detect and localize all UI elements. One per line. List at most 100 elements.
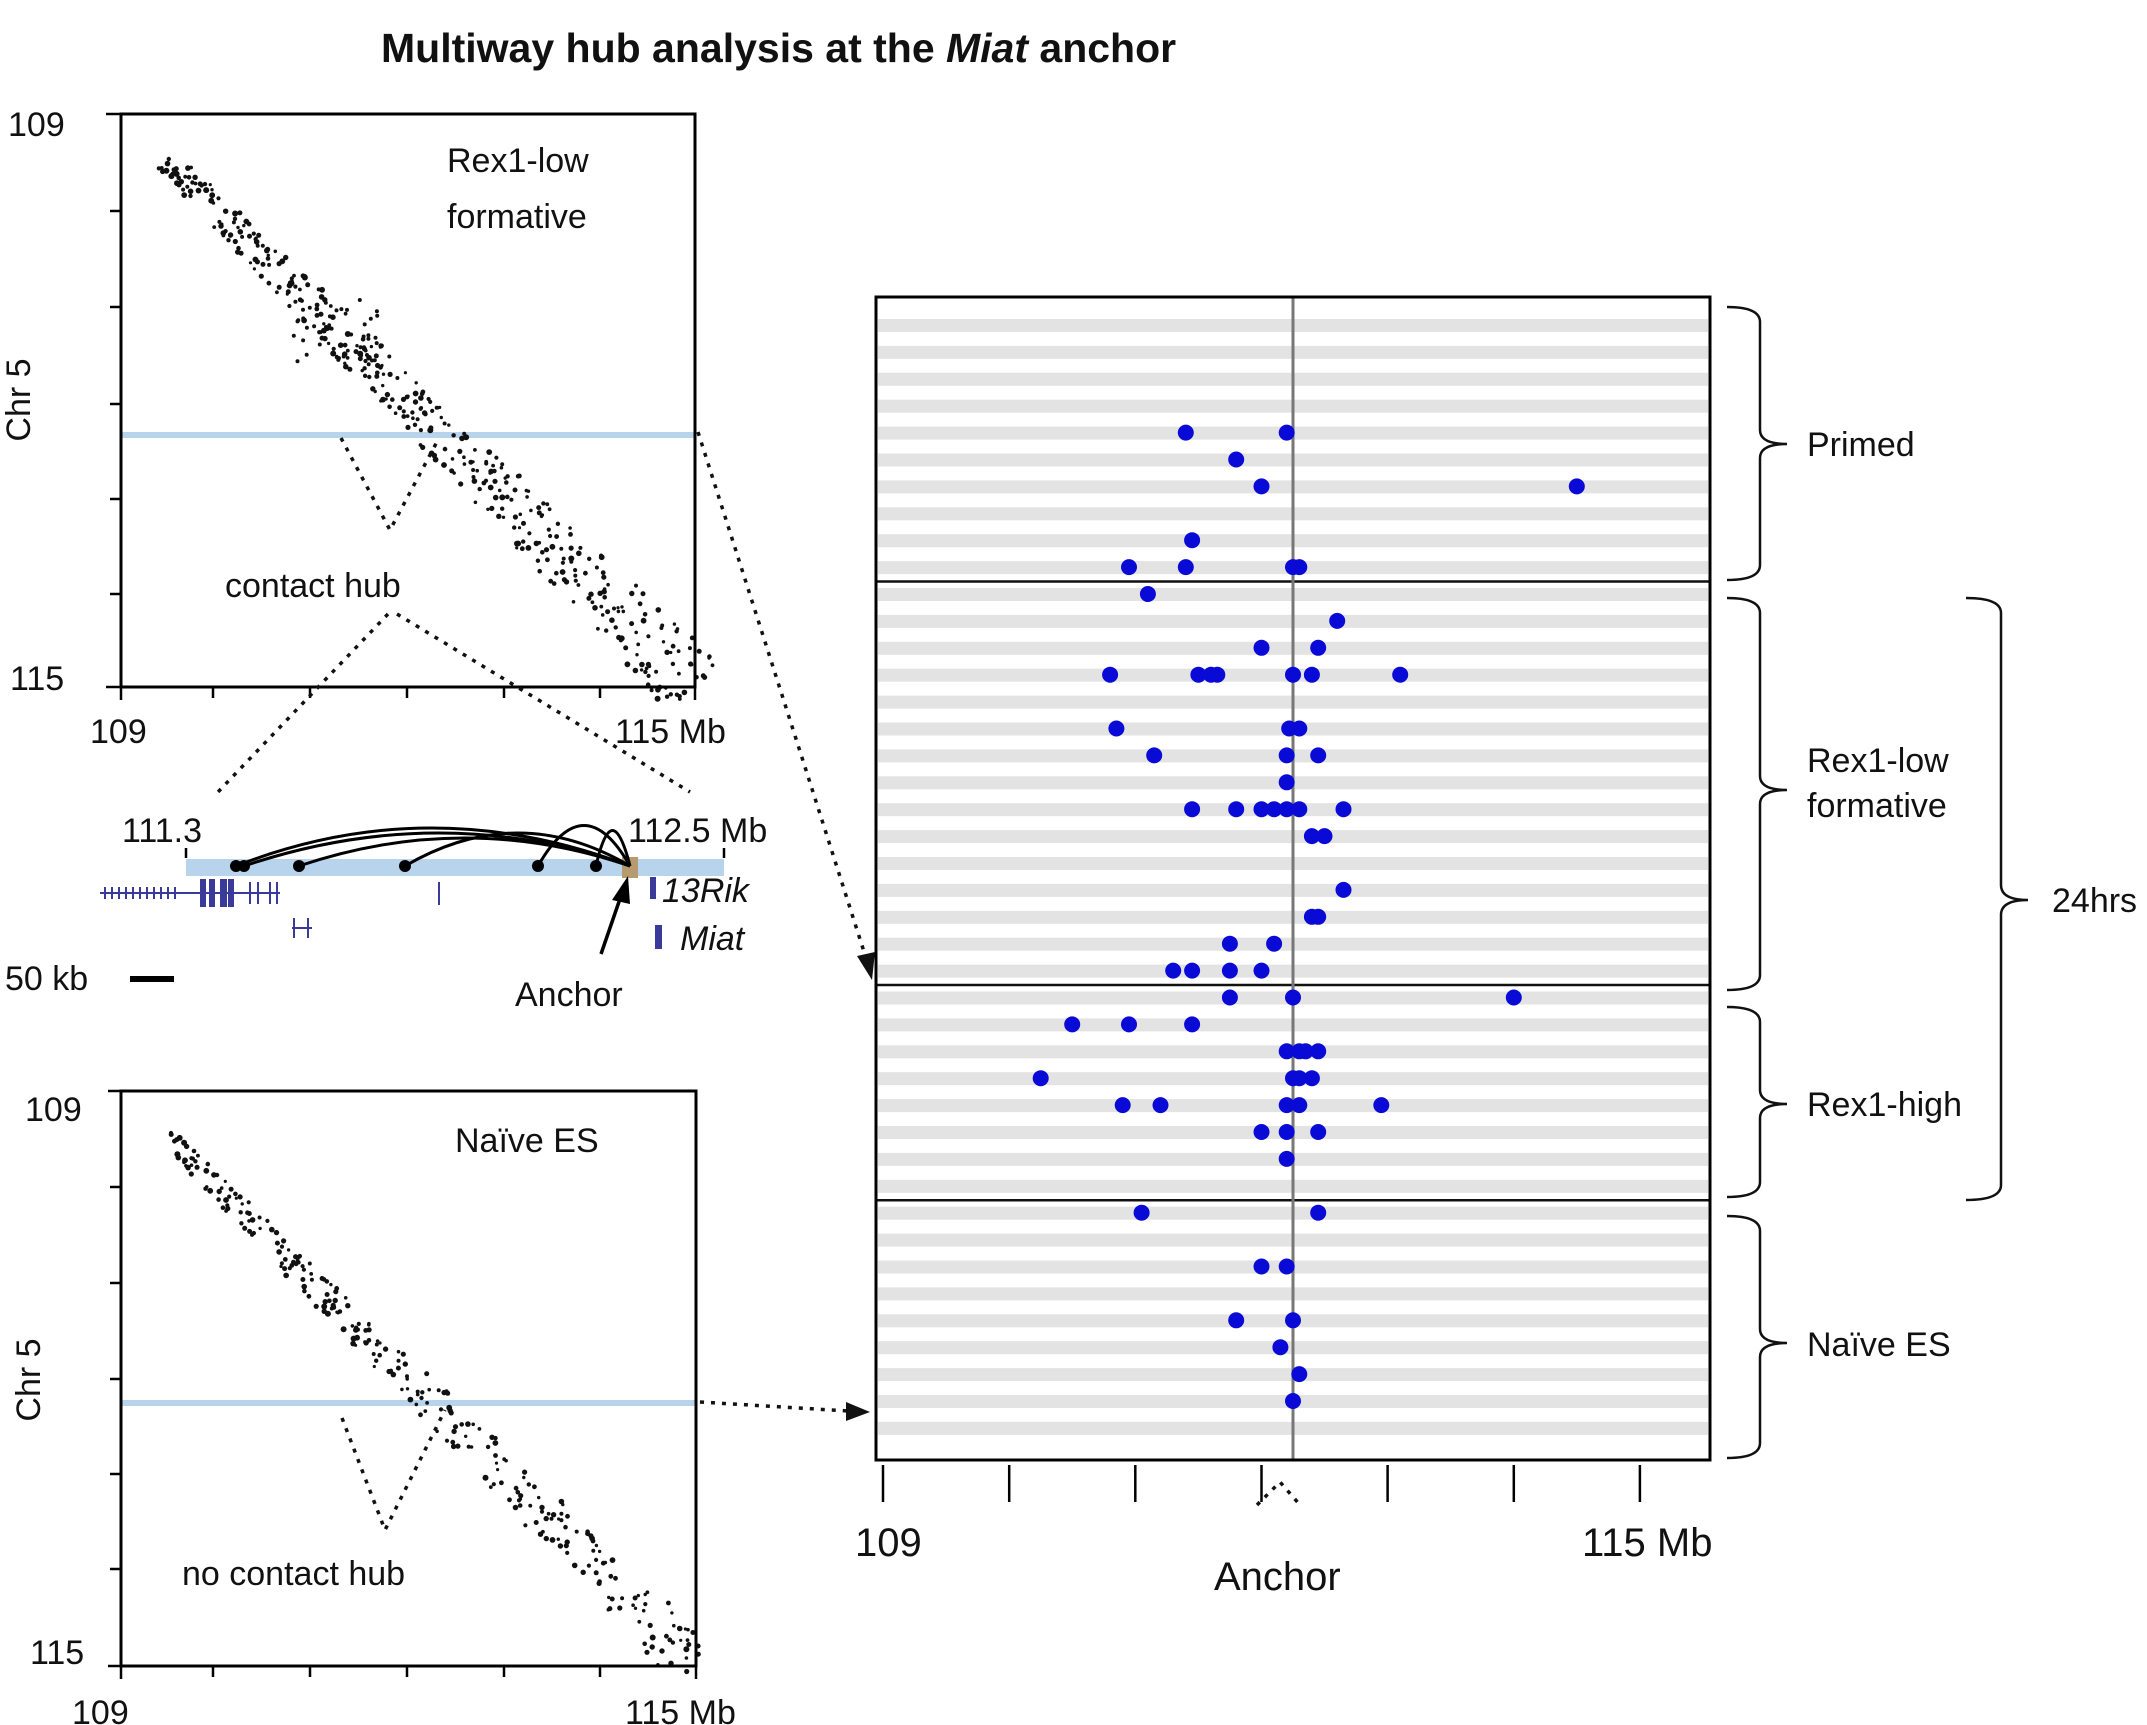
contact-point	[700, 673, 706, 679]
contact-point	[357, 356, 363, 362]
contact-point	[536, 510, 542, 516]
contact-point	[362, 345, 366, 350]
read-fragment-dot	[1291, 1097, 1308, 1114]
read-fragment-dot	[1310, 747, 1327, 764]
contact-point	[237, 229, 244, 235]
read-fragment-dot	[1190, 666, 1207, 683]
contact-point	[504, 1458, 508, 1463]
contact-point	[240, 1202, 244, 1206]
contact-point	[327, 1298, 332, 1304]
contact-point	[419, 1395, 424, 1401]
contact-point	[446, 1404, 453, 1411]
contact-point	[381, 383, 385, 388]
contact-point	[251, 1230, 256, 1236]
contact-point	[279, 1261, 284, 1266]
contact-point	[393, 411, 398, 416]
contact-point	[231, 220, 236, 225]
contact-point	[642, 1641, 647, 1647]
contact-point	[324, 1292, 330, 1297]
contact-point	[309, 1277, 314, 1282]
read-fragment-dot	[1291, 1366, 1308, 1383]
contact-point	[287, 280, 294, 286]
contact-point	[420, 1390, 425, 1395]
contact-point	[539, 1504, 545, 1511]
contact-point	[605, 609, 611, 615]
contact-point	[418, 443, 423, 447]
contact-point	[410, 410, 415, 415]
contact-point	[523, 1523, 528, 1528]
contact-point	[396, 1349, 401, 1354]
contact-point	[381, 372, 386, 376]
contact-point	[641, 1608, 646, 1613]
contact-point	[337, 342, 344, 349]
contact-point	[442, 421, 447, 426]
read-fragment-dot	[1335, 881, 1352, 898]
contact-point	[203, 187, 210, 194]
contact-point	[444, 1438, 450, 1443]
contact-point	[447, 423, 451, 427]
contact-point	[664, 1633, 669, 1639]
contact-point	[185, 184, 190, 189]
zoom-region-bar	[186, 859, 724, 876]
contact-point	[418, 395, 424, 401]
contact-point	[412, 422, 418, 427]
contact-point	[387, 371, 393, 377]
contact-point	[354, 1343, 358, 1347]
contact-point	[568, 555, 575, 562]
contact-point	[212, 225, 217, 230]
contact-point	[669, 650, 673, 655]
contact-point	[307, 1261, 312, 1266]
contact-point	[407, 1396, 414, 1403]
contact-point	[297, 297, 303, 303]
contact-point	[283, 254, 289, 261]
contact-point	[522, 1475, 526, 1480]
contact-point	[203, 1167, 210, 1174]
contact-point	[249, 1217, 256, 1223]
contact-point	[378, 364, 383, 370]
read-fragment-dot	[1285, 1393, 1301, 1409]
contact-point	[505, 494, 510, 500]
contact-point	[492, 494, 499, 501]
contact-point	[236, 245, 241, 251]
reads-frame	[874, 295, 1712, 1462]
brace-rex1-high	[1726, 1005, 1788, 1199]
contact-point	[616, 634, 622, 641]
contact-point	[687, 646, 692, 651]
hub-callout-v	[340, 1409, 447, 1535]
y-tick-115: 115	[30, 1634, 84, 1672]
contact-point	[496, 513, 502, 519]
contact-point	[473, 500, 478, 505]
contact-point	[319, 286, 325, 293]
contact-point	[275, 290, 279, 295]
contact-point	[269, 1226, 275, 1233]
contact-point	[395, 376, 400, 380]
contact-point	[293, 1261, 299, 1267]
contact-point	[509, 497, 514, 502]
contact-point	[285, 1273, 289, 1278]
connector-arrow-bottom	[699, 1400, 849, 1413]
read-fragment-dot	[1285, 666, 1301, 683]
read-fragment-dot	[1184, 801, 1201, 818]
contact-point	[354, 1325, 359, 1330]
contact-point	[254, 259, 260, 265]
contact-point	[512, 525, 517, 530]
contact-point	[606, 582, 610, 587]
contact-point	[631, 1603, 635, 1607]
contact-point	[246, 1211, 252, 1216]
read-fragment-dot	[1032, 1070, 1049, 1087]
contact-point	[535, 558, 541, 563]
contact-point	[629, 590, 635, 597]
read-fragment-dot	[1291, 801, 1308, 818]
contact-point	[362, 373, 368, 378]
contact-point	[608, 1573, 614, 1579]
read-fragment-dot	[1278, 1043, 1295, 1060]
contact-point	[405, 1387, 410, 1391]
contact-point	[458, 481, 464, 487]
contact-point	[176, 175, 181, 181]
contact-point	[226, 238, 231, 243]
contact-point	[597, 1579, 602, 1584]
contact-point	[548, 533, 553, 539]
contact-point	[256, 232, 262, 238]
contact-point	[401, 409, 406, 414]
contact-point	[539, 514, 544, 519]
